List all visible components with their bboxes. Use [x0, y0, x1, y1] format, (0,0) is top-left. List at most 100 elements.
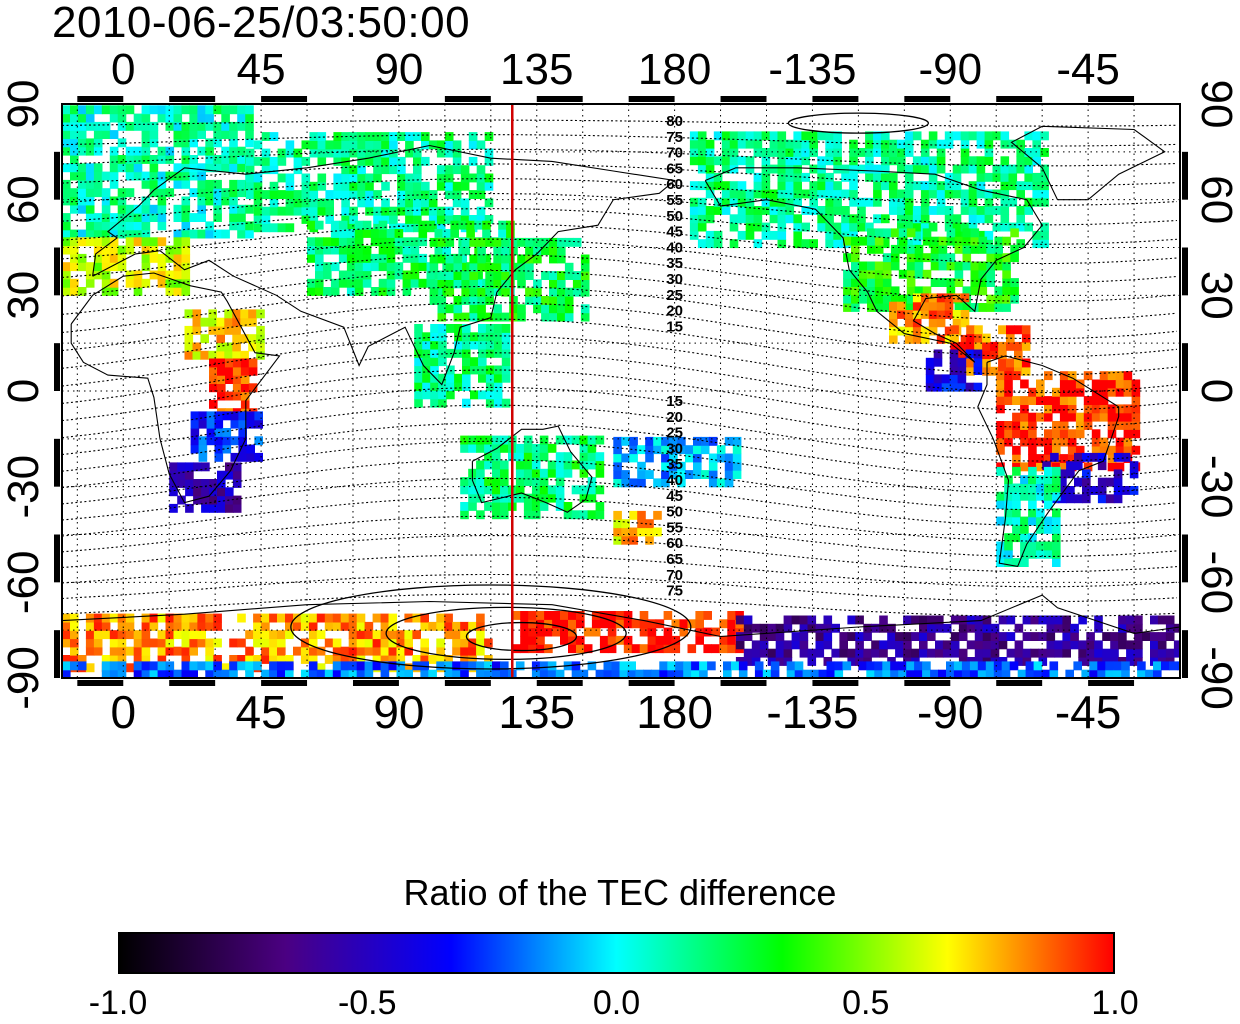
- tec-cell: [517, 312, 526, 322]
- tec-cell: [300, 655, 310, 664]
- tec-cell: [874, 228, 884, 238]
- contour-ellipse: [290, 584, 692, 670]
- tec-cell: [815, 648, 825, 658]
- tec-cell: [316, 669, 326, 678]
- tec-cell: [705, 189, 715, 199]
- tec-cell: [867, 228, 876, 238]
- tec-cell: [547, 468, 557, 478]
- tec-cell: [572, 287, 582, 297]
- tec-cell: [386, 245, 396, 255]
- tec-cell: [1032, 148, 1041, 157]
- tec-cell: [189, 113, 198, 123]
- tec-cell: [619, 669, 629, 678]
- tec-cell: [801, 148, 810, 157]
- tec-cell: [436, 148, 446, 158]
- tec-cell: [833, 148, 842, 157]
- tec-cell: [117, 669, 127, 678]
- tec-cell: [181, 229, 191, 239]
- tec-cell: [1074, 477, 1083, 487]
- tec-cell: [1123, 421, 1133, 430]
- tec-cell: [637, 461, 646, 471]
- tec-cell: [729, 197, 739, 207]
- tec-cell: [253, 140, 263, 150]
- tec-cell: [468, 190, 478, 199]
- tec-cell: [1126, 623, 1135, 633]
- tec-cell: [1107, 379, 1117, 389]
- tec-cell: [300, 613, 310, 623]
- tec-cell: [85, 179, 95, 189]
- coastline: [70, 272, 281, 504]
- tec-cell: [413, 223, 422, 233]
- tec-cell: [716, 478, 726, 488]
- tec-cell: [373, 206, 382, 216]
- tec-cell: [149, 121, 159, 131]
- tec-cell: [791, 615, 801, 625]
- tec-region: [735, 615, 1180, 666]
- tec-cell: [381, 165, 390, 175]
- tec-cell: [1038, 615, 1048, 625]
- tec-cell: [809, 164, 818, 174]
- tec-cell: [1012, 533, 1021, 543]
- tec-cell: [165, 613, 175, 623]
- tec-cell: [62, 113, 71, 123]
- tec-cell: [946, 253, 956, 263]
- tec-cell: [422, 390, 431, 400]
- tec-cell: [293, 613, 302, 623]
- tec-cell: [438, 390, 447, 400]
- tec-cell: [192, 342, 202, 352]
- tec-cell: [217, 383, 226, 393]
- tec-cell: [663, 611, 673, 620]
- tec-cell: [213, 138, 222, 148]
- tec-cell: [928, 222, 938, 232]
- tec-cell: [213, 621, 222, 631]
- tec-cell: [229, 655, 238, 664]
- tec-cell: [1041, 669, 1051, 678]
- tec-cell: [834, 661, 844, 671]
- tec-cell: [238, 452, 247, 462]
- tec-cell: [919, 615, 928, 625]
- tec-cell: [77, 262, 87, 272]
- contour-line: [62, 193, 1177, 226]
- tec-cell: [882, 278, 892, 287]
- tec-cell: [729, 222, 739, 232]
- tec-cell: [461, 246, 470, 256]
- tec-cell: [173, 669, 183, 678]
- tec-cell: [653, 478, 662, 488]
- tec-cell: [216, 342, 225, 352]
- tec-cell: [418, 262, 428, 272]
- tec-cell: [705, 139, 715, 149]
- tec-cell: [468, 502, 477, 511]
- tec-cell: [1086, 648, 1095, 658]
- tec-cell: [349, 190, 358, 199]
- tec-cell: [911, 615, 920, 625]
- tec-cell: [93, 638, 103, 648]
- tec-cell: [759, 648, 769, 658]
- tec-cell: [70, 113, 79, 123]
- tec-cell: [181, 669, 191, 678]
- tec-cell: [452, 181, 462, 191]
- tec-cell: [613, 527, 622, 537]
- tec-cell: [501, 324, 511, 333]
- tec-cell: [996, 445, 1005, 455]
- tec-cell: [421, 140, 430, 150]
- tec-cell: [560, 611, 569, 620]
- tec-cell: [426, 270, 436, 280]
- tec-cell: [485, 271, 494, 280]
- tec-cell: [873, 214, 882, 224]
- tec-cell: [897, 197, 906, 207]
- tec-cell: [1099, 379, 1109, 389]
- tec-cell: [357, 181, 366, 191]
- tec-cell: [629, 453, 638, 463]
- tec-cell: [316, 613, 326, 623]
- tec-cell: [922, 236, 932, 246]
- tec-cell: [478, 390, 487, 400]
- tec-cell: [493, 398, 503, 408]
- tec-cell: [133, 237, 143, 247]
- contour-line: [62, 134, 1177, 147]
- tec-cell: [950, 632, 960, 641]
- tec-cell: [189, 155, 198, 164]
- tec-cell: [470, 340, 479, 350]
- tec-cell: [603, 669, 613, 678]
- tec-cell: [93, 237, 103, 247]
- contour-line: [62, 573, 1177, 603]
